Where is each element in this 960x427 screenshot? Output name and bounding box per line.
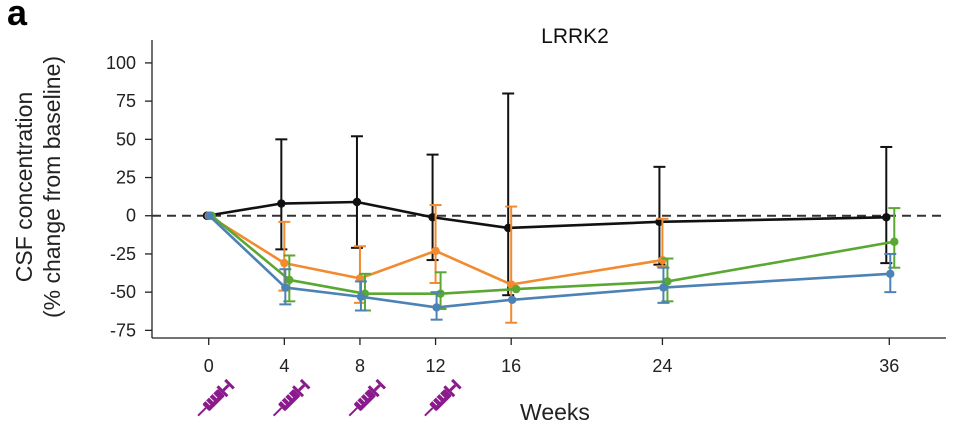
data-point-blue — [659, 283, 668, 292]
syringe-icon — [424, 378, 462, 417]
data-point-orange — [658, 255, 667, 265]
panel-label: a — [7, 0, 28, 33]
data-point-green — [436, 289, 445, 298]
data-point-blue — [281, 283, 290, 292]
data-point-black — [352, 197, 362, 207]
x-tick-label: 0 — [204, 356, 214, 376]
y-axis-label-line2: (% change from baseline) — [39, 56, 65, 318]
y-tick-label: 25 — [116, 168, 136, 188]
x-tick-label: 36 — [879, 356, 899, 376]
y-tick-label: -75 — [110, 320, 136, 340]
y-axis-label-line1: CSF concentration — [11, 92, 37, 282]
data-point-orange — [280, 258, 289, 268]
x-axis-label: Weeks — [520, 399, 590, 425]
data-point-orange — [431, 246, 440, 256]
data-point-green — [511, 284, 521, 294]
syringe-icon — [348, 378, 387, 417]
x-tick-label: 16 — [501, 356, 521, 376]
x-tick-label: 24 — [652, 356, 672, 376]
y-tick-label: 0 — [126, 206, 136, 226]
data-point-green — [890, 237, 899, 246]
data-point-black — [277, 199, 286, 208]
data-point-green — [285, 275, 294, 285]
series-line-orange — [208, 214, 663, 286]
data-point-blue — [507, 295, 517, 304]
x-tick-label: 12 — [426, 356, 446, 376]
syringe-icon — [272, 378, 311, 417]
chart-title: LRRK2 — [541, 25, 609, 48]
x-tick-label: 8 — [355, 356, 365, 376]
series-blue — [205, 211, 897, 321]
y-tick-label: 100 — [106, 53, 136, 73]
data-point-blue — [356, 292, 366, 301]
data-point-green — [663, 277, 672, 286]
data-point-blue — [886, 269, 895, 279]
x-tick-label: 4 — [279, 356, 289, 376]
syringe-icon — [197, 378, 235, 417]
series-green — [207, 207, 901, 312]
data-point-black — [882, 213, 891, 222]
y-tick-label: 75 — [116, 91, 136, 111]
y-tick-label: -50 — [110, 282, 136, 302]
data-point-blue — [432, 303, 441, 312]
y-tick-label: 50 — [116, 129, 136, 149]
series-black — [202, 92, 893, 297]
y-tick-label: -25 — [110, 244, 136, 264]
data-point-blue — [205, 211, 214, 220]
